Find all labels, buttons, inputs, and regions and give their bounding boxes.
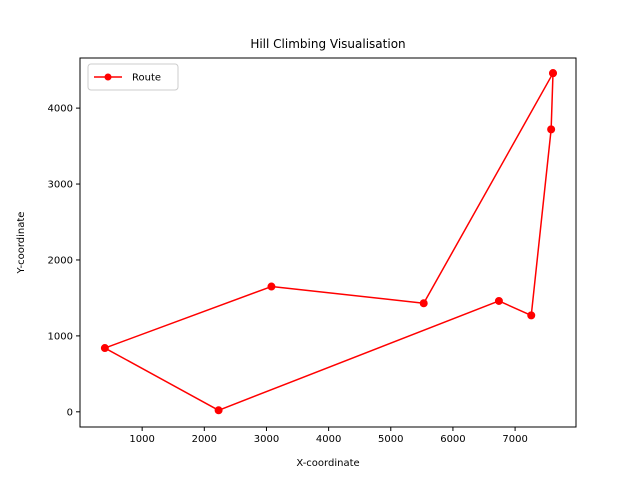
plot-area-frame bbox=[79, 57, 577, 428]
y-tick-label: 2000 bbox=[48, 255, 73, 266]
y-tick-label: 1000 bbox=[48, 331, 73, 342]
x-tick-label: 6000 bbox=[440, 434, 465, 445]
legend-label: Route bbox=[132, 73, 161, 84]
series-group bbox=[100, 69, 558, 415]
route-point bbox=[527, 311, 536, 320]
route-point bbox=[549, 69, 558, 78]
route-point bbox=[214, 406, 223, 415]
x-axis: 1000 2000 3000 4000 5000 6000 7000 bbox=[129, 427, 528, 445]
route-line bbox=[104, 72, 554, 412]
x-tick-label: 4000 bbox=[316, 434, 341, 445]
route-point bbox=[494, 296, 503, 305]
x-axis-label: X-coordinate bbox=[296, 458, 359, 469]
y-tick-label: 3000 bbox=[48, 180, 73, 191]
x-tick-label: 7000 bbox=[502, 434, 527, 445]
y-axis-label: Y-coordinate bbox=[16, 212, 27, 275]
x-tick-label: 2000 bbox=[192, 434, 217, 445]
x-tick-label: 5000 bbox=[378, 434, 403, 445]
legend: Route bbox=[87, 63, 179, 91]
route-point bbox=[100, 344, 109, 353]
y-tick-label: 4000 bbox=[48, 104, 73, 115]
x-tick-label: 3000 bbox=[254, 434, 279, 445]
chart-title: Hill Climbing Visualisation bbox=[250, 37, 405, 51]
route-point bbox=[267, 282, 276, 291]
y-tick-label: 0 bbox=[67, 407, 73, 418]
route-point bbox=[547, 125, 556, 134]
legend-marker-swatch bbox=[104, 73, 112, 81]
legend-box bbox=[87, 63, 179, 91]
x-tick-label: 1000 bbox=[129, 434, 154, 445]
y-axis: 0 1000 2000 3000 4000 bbox=[48, 104, 80, 418]
route-point bbox=[419, 299, 428, 308]
